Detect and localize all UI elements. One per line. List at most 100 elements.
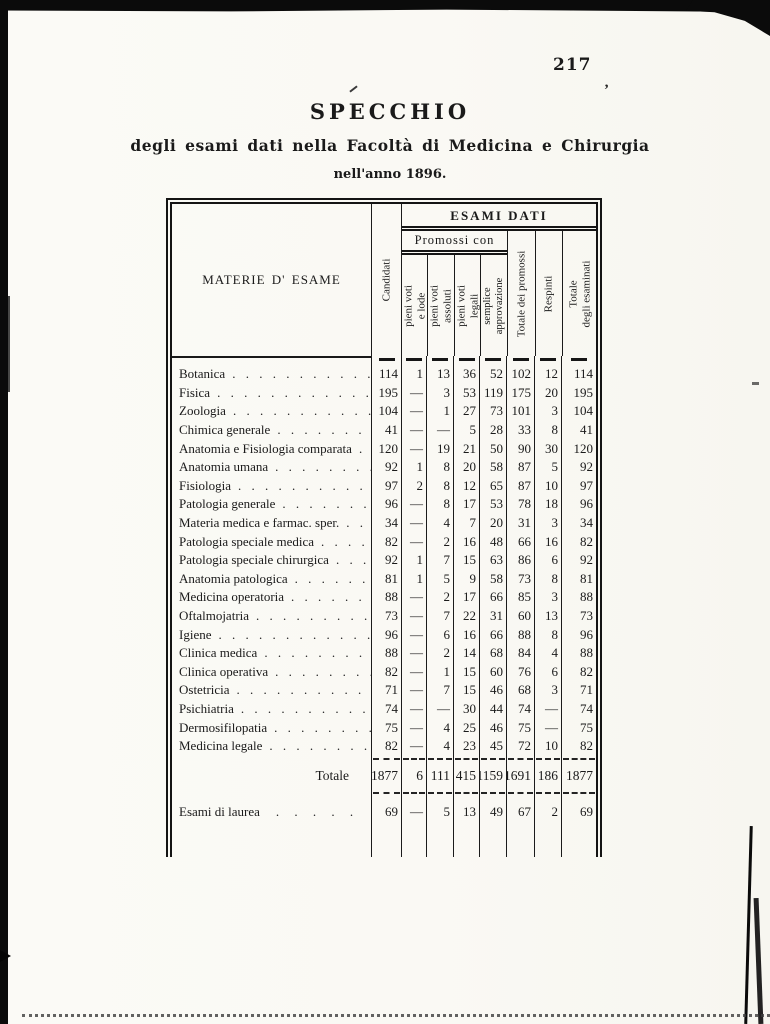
dot-leader: . . . . . . . . . . . . . . . . . . . . … (321, 533, 371, 549)
table-row: Ostetricia . . . . . . . . . . . . . . .… (172, 681, 596, 700)
scan-artifact-right-tick (752, 382, 759, 385)
dot-leader: . . . . . . . . . . . . . . . . . . . . … (346, 515, 371, 531)
value-cell: — (401, 420, 426, 440)
dash (453, 755, 479, 764)
value-cell: 82 (371, 736, 401, 756)
subject-label: Clinica medica (179, 645, 258, 661)
totals-label: Totale (315, 768, 349, 784)
totals-separator (172, 789, 596, 798)
value-cell: 114 (371, 365, 401, 384)
separator-dash (401, 356, 426, 365)
dot-leader: . . . . . . . . . . . . . . . . . . . . … (282, 496, 371, 512)
header-candidati: Candidati (371, 204, 401, 356)
value-cell: 175 (506, 383, 534, 403)
value-cell: 15 (453, 662, 479, 682)
table-row: Fisica . . . . . . . . . . . . . . . . .… (172, 383, 596, 403)
value-cell: 1 (401, 457, 426, 477)
value-cell: 31 (506, 513, 534, 533)
table-row: Clinica operativa . . . . . . . . . . . … (172, 662, 596, 682)
value-cell: — (401, 625, 426, 644)
subject-label: Materia medica e farmac. sper. (179, 515, 340, 531)
laurea-cell: 49 (479, 797, 506, 828)
subject-label: Fisica (179, 384, 211, 400)
value-cell: 5 (534, 457, 561, 477)
value-cell: 3 (534, 588, 561, 607)
value-cell: 96 (561, 625, 596, 644)
value-cell: — (401, 439, 426, 458)
dot-leader: . . . . . . . . . . . . . . . . . . . . … (232, 403, 371, 419)
subject-label: Patologia generale (179, 496, 276, 512)
value-cell: 1 (401, 569, 426, 589)
dot-leader: . . . . . . . . . . . . . . . . . . . . … (274, 719, 371, 735)
value-cell: — (426, 699, 453, 719)
dash (506, 789, 534, 798)
dash (479, 789, 506, 798)
table-tail (172, 827, 596, 858)
value-cell: 195 (371, 383, 401, 403)
subject-cell: Clinica operativa . . . . . . . . . . . … (172, 664, 371, 680)
value-cell: 3 (534, 681, 561, 700)
subject-cell: Botanica . . . . . . . . . . . . . . . .… (172, 366, 371, 382)
value-cell: 75 (506, 718, 534, 737)
value-cell: 3 (426, 383, 453, 403)
separator-line (172, 356, 371, 365)
value-cell: 74 (371, 699, 401, 719)
subject-cell: Anatomia e Fisiologia comparata . . . . … (172, 441, 371, 457)
subject-label: Anatomia umana (179, 459, 269, 475)
table-row: Psichiatria . . . . . . . . . . . . . . … (172, 699, 596, 719)
value-cell: 6 (426, 625, 453, 644)
table-row: Fisiologia . . . . . . . . . . . . . . .… (172, 476, 596, 496)
subject-cell: Fisica . . . . . . . . . . . . . . . . .… (172, 385, 371, 401)
dot-leader: . . . . . . . . . . . . . . . . . . . . … (217, 384, 371, 400)
table-row: Clinica medica . . . . . . . . . . . . .… (172, 643, 596, 663)
value-cell: 92 (561, 457, 596, 477)
laurea-cell: 13 (453, 797, 479, 828)
value-cell: 1 (401, 365, 426, 384)
value-cell: 81 (371, 569, 401, 589)
value-cell: 20 (534, 383, 561, 403)
header-semplice-approvazione: semplice approvazione (480, 255, 507, 356)
header-promossi-con-group: Promossi con pieni voti e lode pieni voti… (402, 231, 507, 356)
dot-leader: . . . . . . . . . . . . . . . . . . . . … (236, 682, 371, 698)
value-cell: 88 (506, 625, 534, 644)
separator-dash (534, 356, 561, 365)
subject-cell: Psichiatria . . . . . . . . . . . . . . … (172, 701, 371, 717)
value-cell: 18 (534, 495, 561, 514)
subject-cell: Clinica medica . . . . . . . . . . . . .… (172, 645, 371, 661)
table-row: Patologia speciale chirurgica . . . . . … (172, 550, 596, 570)
table-row: Zoologia . . . . . . . . . . . . . . . .… (172, 402, 596, 421)
value-cell: — (401, 643, 426, 663)
exam-table: MATERIE D' ESAME Candidati ESAMI DATI Pr… (166, 198, 602, 858)
value-cell: — (401, 588, 426, 607)
value-cell: 86 (506, 550, 534, 570)
subject-label: Patologia speciale medica (179, 533, 315, 549)
subject-label: Zoologia (179, 403, 226, 419)
value-cell: — (401, 402, 426, 421)
value-cell: 66 (479, 625, 506, 644)
header-body-separator (172, 356, 596, 365)
dash (453, 789, 479, 798)
dash (401, 755, 426, 764)
subject-label: Psichiatria (179, 700, 234, 716)
total-cell: 415 (453, 763, 479, 790)
value-cell: — (401, 606, 426, 626)
subject-cell: Chimica generale . . . . . . . . . . . .… (172, 422, 371, 438)
value-cell: — (401, 736, 426, 756)
value-cell: 82 (561, 662, 596, 682)
value-cell: 9 (453, 569, 479, 589)
header-promossi-con: Promossi con (402, 231, 507, 255)
value-cell: 52 (479, 365, 506, 384)
value-cell: 72 (506, 736, 534, 756)
value-cell: 96 (561, 495, 596, 514)
value-cell: 68 (506, 681, 534, 700)
header-pieni-voti-legali: pieni voti legali (454, 255, 480, 356)
laurea-cell: — (401, 797, 426, 828)
value-cell: 41 (561, 420, 596, 440)
value-cell: 75 (561, 718, 596, 737)
value-cell: 2 (426, 588, 453, 607)
subject-label: Ostetricia (179, 682, 230, 698)
header-totale-degli-esaminati: Totale degli esaminati (562, 231, 597, 356)
value-cell: — (401, 718, 426, 737)
dash (371, 755, 401, 764)
value-cell: — (426, 420, 453, 440)
